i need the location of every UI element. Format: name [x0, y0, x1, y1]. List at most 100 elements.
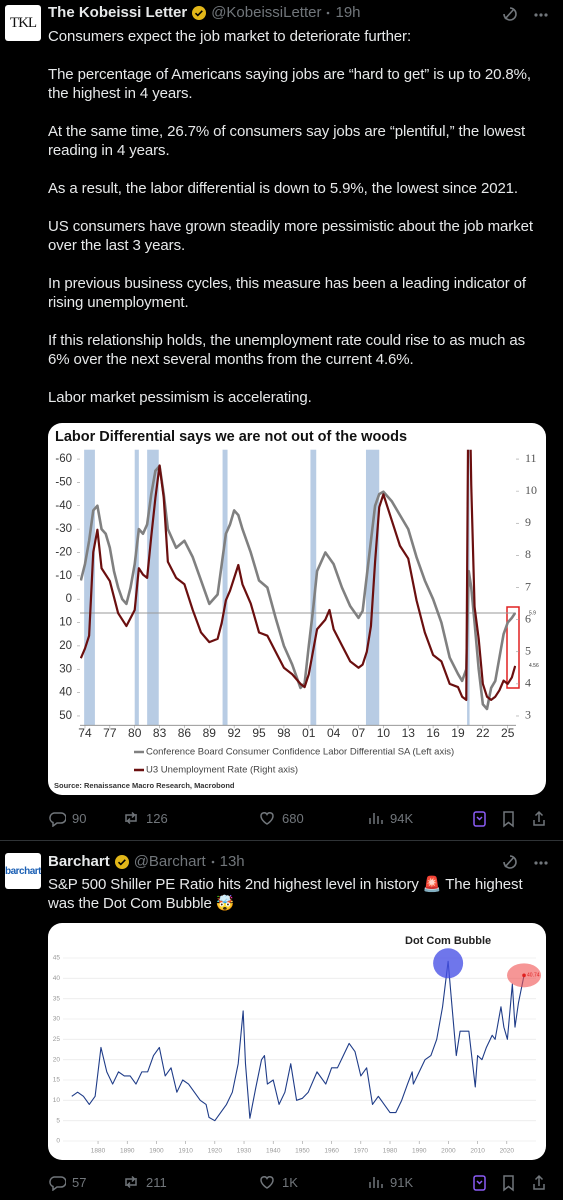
- y-tick-label: -60: [55, 453, 72, 465]
- tweet-text: Consumers expect the job market to deter…: [48, 27, 548, 426]
- plot: [71, 960, 525, 1122]
- x-tick-label: 19: [451, 726, 465, 740]
- recession-band: [310, 449, 317, 726]
- action-icons[interactable]: [470, 1173, 560, 1193]
- author[interactable]: Barchart: [48, 853, 110, 870]
- y-tick-label: 45: [53, 955, 61, 962]
- plot: [80, 449, 516, 711]
- y-tick-label: 5: [56, 1117, 60, 1124]
- y-tick-label: 20: [53, 1056, 61, 1063]
- x-tick-label: 98: [277, 726, 291, 740]
- x-tick-label: 1960: [324, 1148, 339, 1155]
- tweet-header: The Kobeissi Letter @KobeissiLetter 19h: [48, 4, 361, 22]
- action-views[interactable]: 91K: [366, 1173, 413, 1191]
- avatar[interactable]: TKL: [5, 5, 41, 41]
- action-replies[interactable]: 57: [48, 1173, 86, 1191]
- x-tick-label: 1930: [237, 1148, 252, 1155]
- paragraph: Labor market pessimism is accelerating.: [48, 389, 312, 406]
- tweet-text: S&P 500 Shiller PE Ratio hits 2nd highes…: [48, 875, 548, 932]
- highlight-box: [506, 606, 520, 689]
- paragraph: As a result, the labor differential is d…: [48, 180, 518, 197]
- tweet-header: Barchart @Barchart 13h: [48, 853, 245, 871]
- y-tick-label: 35: [53, 995, 61, 1002]
- action-replies[interactable]: 90: [48, 809, 86, 827]
- y2-tick-label: 5: [525, 643, 531, 657]
- icon: [369, 1177, 383, 1188]
- y-tick-label: 0: [56, 1138, 60, 1145]
- verified-badge: [192, 6, 207, 20]
- paragraph: At the same time, 26.7% of consumers say…: [48, 123, 526, 159]
- header-actions[interactable]: [500, 5, 555, 25]
- paragraph: In previous business cycles, this measur…: [48, 275, 526, 311]
- x-tick-label: 2000: [441, 1148, 456, 1155]
- icon: [369, 813, 383, 824]
- x-tick-label: 1990: [412, 1148, 427, 1155]
- x-tick-label: 74: [78, 726, 92, 740]
- header-actions[interactable]: [500, 853, 555, 873]
- count: 680: [282, 810, 304, 826]
- y-tick-label: 50: [59, 710, 72, 722]
- avatar[interactable]: barchart: [5, 853, 41, 889]
- x-tick-label: 1900: [149, 1148, 164, 1155]
- time[interactable]: 13h: [219, 853, 245, 870]
- y-tick-label: 30: [59, 663, 72, 675]
- separator-dot: [327, 11, 330, 15]
- chart-source: Source: Renaissance Macro Research, Macr…: [54, 781, 235, 790]
- action-likes[interactable]: 1K: [258, 1173, 298, 1191]
- count: 94K: [390, 810, 414, 826]
- x-tick-label: 22: [476, 726, 490, 740]
- y-tick-label: 10: [53, 1097, 61, 1104]
- y2-tick-label: 6: [525, 611, 531, 625]
- y-tick-label: -50: [55, 476, 72, 488]
- annotation-value: 40.74: [527, 973, 540, 979]
- x-tick-label: 2020: [500, 1148, 515, 1155]
- series-line: [71, 960, 525, 1122]
- chart-card[interactable]: 0 5 10 15 20 25 30 35 40 45 1880 1890 1900 1910 1920 19…: [48, 923, 546, 1160]
- action-icons[interactable]: [470, 809, 560, 829]
- y2-tick-label: 9: [525, 515, 531, 529]
- avatar-text: barchart: [5, 865, 41, 877]
- legend-label: Conference Board Consumer Confidence Lab…: [146, 747, 454, 758]
- latest-point: [522, 973, 526, 978]
- y2-tick-label: 10: [525, 483, 537, 497]
- annotation-title: Dot Com Bubble: [405, 935, 491, 947]
- tweet-actions: 90 126 680 94K: [48, 809, 548, 829]
- chart-card[interactable]: Labor Differential says we are not out o…: [48, 423, 546, 795]
- icon: [260, 1176, 274, 1189]
- count: 90: [72, 810, 87, 826]
- paragraph: US consumers have grown steadily more pe…: [48, 218, 533, 254]
- time[interactable]: 19h: [335, 4, 361, 21]
- count: 126: [146, 810, 168, 826]
- action-retweets[interactable]: 126: [122, 809, 168, 827]
- icon: [49, 1176, 66, 1191]
- action-retweets[interactable]: 211: [122, 1173, 167, 1191]
- x-tick-label: 80: [128, 726, 142, 740]
- handle[interactable]: @Barchart: [133, 853, 206, 870]
- icon: [125, 811, 137, 825]
- series-line: [80, 464, 516, 711]
- verified-badge: [114, 855, 129, 869]
- action-views[interactable]: 94K: [366, 809, 413, 827]
- x-tick-label: 77: [103, 726, 117, 740]
- recession-band: [84, 449, 95, 726]
- icon: [125, 1175, 137, 1189]
- tweet-actions: 57 211 1K 91K: [48, 1173, 548, 1193]
- author[interactable]: The Kobeissi Letter: [48, 4, 188, 21]
- y2-tick-label: 3: [525, 708, 531, 722]
- paragraph: If this relationship holds, the unemploy…: [48, 332, 526, 368]
- count: 211: [146, 1174, 167, 1190]
- series-line: [80, 449, 516, 702]
- y2-tick-label: 4: [525, 676, 531, 690]
- x-tick-label: 10: [377, 726, 391, 740]
- handle[interactable]: @KobeissiLetter: [211, 4, 322, 21]
- y-tick-label: 40: [53, 975, 61, 982]
- count: 91K: [390, 1174, 414, 1190]
- y2-tick-label: 7: [525, 579, 531, 593]
- y-tick-label: 15: [53, 1077, 61, 1084]
- x-tick-label: 92: [227, 726, 241, 740]
- highlight-peak: [433, 948, 464, 979]
- icon: [49, 812, 66, 827]
- x-tick-label: 04: [327, 726, 341, 740]
- action-likes[interactable]: 680: [258, 809, 304, 827]
